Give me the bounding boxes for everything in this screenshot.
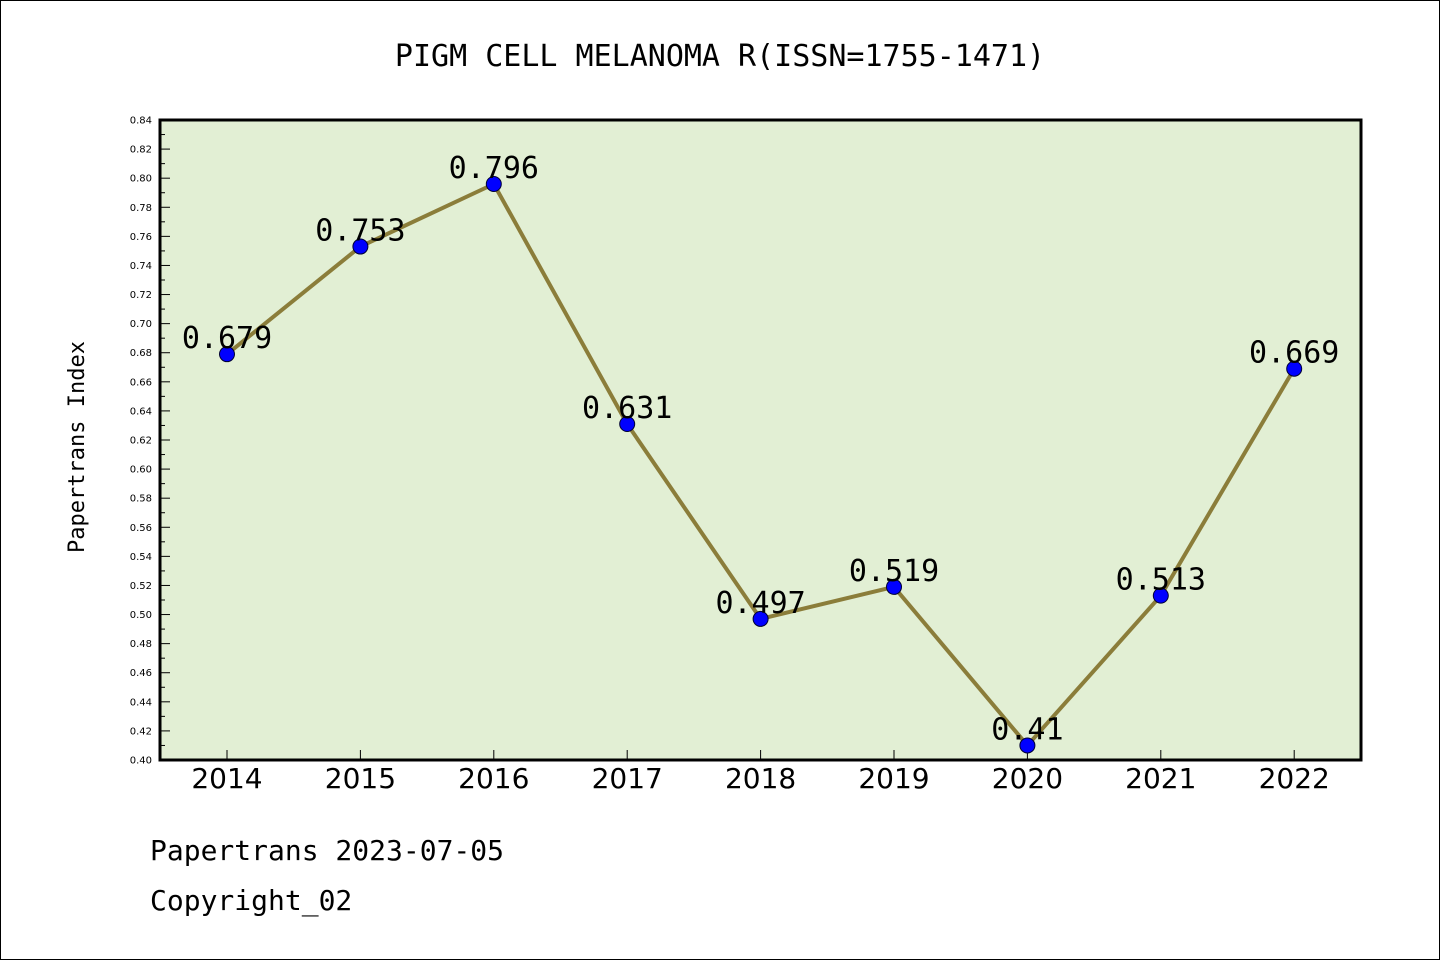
data-point-marker	[352, 238, 369, 255]
data-point-marker	[886, 578, 902, 595]
y-tick-label: 0.66	[130, 377, 152, 388]
x-axis-ticks: 2014 2015 2016 2017 2018 2019 2020 2021 2022	[191, 750, 1330, 795]
y-tick-label: 0.72	[130, 290, 152, 301]
y-tick-label: 0.70	[130, 319, 152, 330]
x-tick-label: 2022	[1259, 762, 1330, 795]
x-tick-label: 2017	[592, 762, 663, 795]
data-point-marker	[619, 416, 636, 432]
plot-area	[160, 120, 1361, 760]
y-tick-label: 0.74	[130, 261, 152, 272]
data-point-label: 0.41	[991, 712, 1063, 747]
data-point-label: 0.513	[1116, 563, 1206, 598]
series-line-group	[219, 176, 1303, 754]
data-point-label: 0.796	[449, 151, 539, 186]
data-point-marker	[1152, 587, 1169, 604]
x-tick-label: 2021	[1125, 762, 1196, 795]
x-tick-label: 2014	[191, 762, 262, 795]
x-tick-label: 2015	[325, 762, 396, 795]
y-tick-label: 0.62	[130, 436, 152, 447]
data-point-label: 0.631	[582, 391, 672, 426]
data-label-group: 0.679 0.753 0.796 0.631 0.497 0.519 0.41 0.513 0…	[182, 151, 1340, 747]
y-tick-label: 0.54	[130, 552, 152, 563]
plot-border	[158, 118, 1363, 762]
y-tick-label: 0.68	[130, 348, 152, 359]
y-tick-label: 0.84	[130, 116, 152, 127]
data-point-marker	[485, 176, 502, 192]
y-tick-label: 0.46	[130, 668, 152, 679]
y-tick-label: 0.52	[130, 581, 152, 592]
data-point-marker	[1019, 737, 1036, 754]
y-tick-label: 0.82	[130, 145, 152, 156]
data-point-marker	[752, 610, 769, 627]
footer-date-line: Papertrans 2023-07-05	[150, 834, 505, 867]
data-point-marker	[219, 346, 235, 363]
y-tick-label: 0.50	[130, 610, 152, 621]
chart-title: PIGM CELL MELANOMA R(ISSN=1755-1471)	[395, 39, 1045, 74]
y-tick-label: 0.64	[130, 406, 152, 417]
data-point-label: 0.519	[849, 554, 939, 589]
x-tick-label: 2019	[858, 762, 929, 795]
data-point-label: 0.753	[315, 214, 405, 249]
y-tick-label: 0.58	[130, 494, 152, 505]
data-point-marker	[1286, 360, 1303, 377]
x-tick-label: 2020	[992, 762, 1063, 795]
y-tick-label: 0.42	[130, 726, 152, 737]
x-tick-label: 2016	[458, 762, 529, 795]
y-tick-label: 0.80	[130, 174, 152, 185]
x-tick-label: 2018	[725, 762, 796, 795]
data-point-label: 0.669	[1249, 336, 1339, 371]
footer-copyright: Copyright_02	[150, 884, 353, 917]
y-tick-label: 0.40	[130, 756, 152, 767]
y-tick-label: 0.44	[130, 697, 152, 708]
y-axis-label: Papertrans Index	[65, 341, 90, 553]
data-point-label: 0.679	[182, 321, 272, 356]
y-tick-label: 0.76	[130, 232, 152, 243]
y-tick-label: 0.78	[130, 203, 152, 214]
y-tick-label: 0.56	[130, 523, 152, 534]
y-tick-label: 0.48	[130, 639, 152, 650]
data-point-label: 0.497	[715, 586, 805, 621]
y-tick-label: 0.60	[130, 465, 152, 476]
